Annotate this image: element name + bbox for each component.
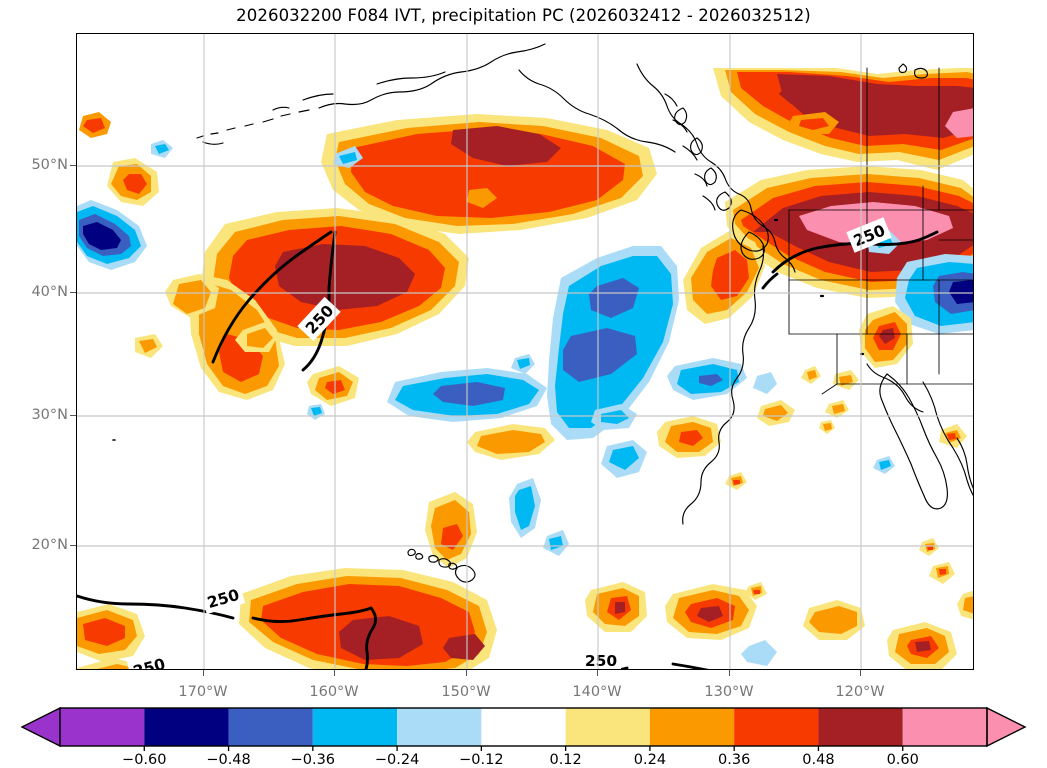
coastlines-and-borders <box>112 43 973 583</box>
colorbar-tick-label: −0.24 <box>374 752 420 768</box>
colorbar-segment <box>144 708 229 746</box>
x-tick-mark <box>203 670 205 676</box>
colorbar-segment <box>60 708 145 746</box>
y-tick-mark <box>70 415 76 417</box>
page-title: 2026032200 F084 IVT, precipitation PC (2… <box>236 6 811 25</box>
x-tick-label: 120°W <box>835 684 885 700</box>
colorbar-segment <box>228 708 313 746</box>
svg-text:250: 250 <box>585 652 618 670</box>
colorbar-over-arrow <box>986 706 1027 748</box>
colorbar-segment <box>565 708 650 746</box>
colorbar-canvas <box>20 706 1027 751</box>
colorbar-segment <box>734 708 819 746</box>
colorbar-under-arrow <box>20 706 61 748</box>
colorbar-tick-label: −0.48 <box>206 752 251 768</box>
x-tick-mark <box>729 670 731 676</box>
map-gridlines <box>77 34 973 669</box>
x-tick-label: 160°W <box>309 684 359 700</box>
x-tick-label: 130°W <box>704 684 754 700</box>
colorbar-tick-label: 0.24 <box>633 752 667 768</box>
colorbar[interactable]: −0.60 −0.48 −0.36 −0.24 −0.12 0.12 0.24 0.36 0.4… <box>0 700 1047 768</box>
colorbar-segment <box>312 708 398 746</box>
colorbar-tick-label: 0.12 <box>549 752 582 768</box>
y-tick-mark <box>70 545 76 547</box>
colorbar-tick-label: −0.60 <box>122 752 167 768</box>
x-tick-mark <box>860 670 862 676</box>
map-canvas: 250 250 250 250 <box>77 34 973 670</box>
colorbar-segment <box>818 708 903 746</box>
x-tick-label: 170°W <box>178 684 228 700</box>
y-tick-label: 50°N <box>31 157 68 173</box>
y-tick-mark <box>70 292 76 294</box>
y-tick-label: 30°N <box>31 407 68 423</box>
y-tick-label: 20°N <box>31 537 68 553</box>
contour-value-labels: 250 250 250 250 <box>126 217 892 670</box>
map-plot-area[interactable]: 250 250 250 250 <box>76 33 974 670</box>
x-tick-mark <box>334 670 336 676</box>
colorbar-segment <box>397 708 482 746</box>
colorbar-tick-label: 0.36 <box>718 752 751 768</box>
x-tick-mark <box>597 670 599 676</box>
x-tick-label: 140°W <box>572 684 622 700</box>
colorbar-segment <box>481 708 566 746</box>
colorbar-segment <box>649 708 735 746</box>
colorbar-tick-label: −0.12 <box>459 752 504 768</box>
ivt-250-contour <box>77 230 939 669</box>
y-tick-mark <box>70 165 76 167</box>
colorbar-tick-label: 0.60 <box>886 752 919 768</box>
x-axis-ticks: 170°W 160°W 150°W 140°W 130°W 120°W <box>0 670 1047 702</box>
x-tick-mark <box>466 670 468 676</box>
y-tick-label: 40°N <box>31 284 68 300</box>
colorbar-outline <box>59 707 988 747</box>
colorbar-tick-label: 0.48 <box>802 752 835 768</box>
colorbar-segment <box>902 708 987 746</box>
y-axis-ticks: 50°N 40°N 30°N 20°N <box>0 0 76 765</box>
colorbar-tick-label: −0.36 <box>290 752 336 768</box>
x-tick-label: 150°W <box>441 684 491 700</box>
